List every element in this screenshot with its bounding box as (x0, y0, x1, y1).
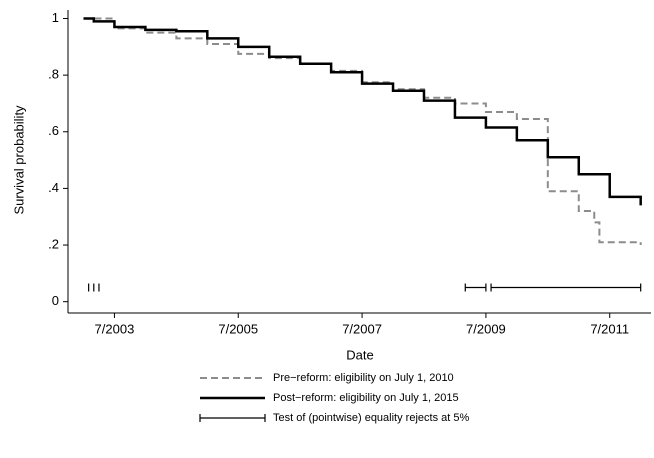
x-tick-label: 7/2009 (466, 321, 506, 336)
x-tick-label: 7/2003 (95, 321, 135, 336)
y-tick-label: .6 (48, 123, 59, 138)
survival-line (83, 17, 642, 206)
legend-label: Post−reform: eligibility on July 1, 2015 (273, 392, 459, 404)
x-tick-label: 7/2005 (218, 321, 258, 336)
legend-label: Test of (pointwise) equality rejects at … (273, 412, 469, 424)
legend-label: Pre−reform: eligibility on July 1, 2010 (273, 372, 454, 384)
y-tick-label: .4 (48, 180, 59, 195)
survival-line (83, 17, 642, 246)
y-axis-label: Survival probability (11, 105, 26, 215)
y-tick-label: .8 (48, 67, 59, 82)
y-tick-label: 1 (52, 10, 59, 25)
x-tick-label: 7/2007 (342, 321, 382, 336)
y-tick-label: 0 (52, 293, 59, 308)
y-tick-label: .2 (48, 236, 59, 251)
x-axis-label: Date (346, 347, 373, 362)
x-tick-label: 7/2011 (590, 321, 629, 336)
